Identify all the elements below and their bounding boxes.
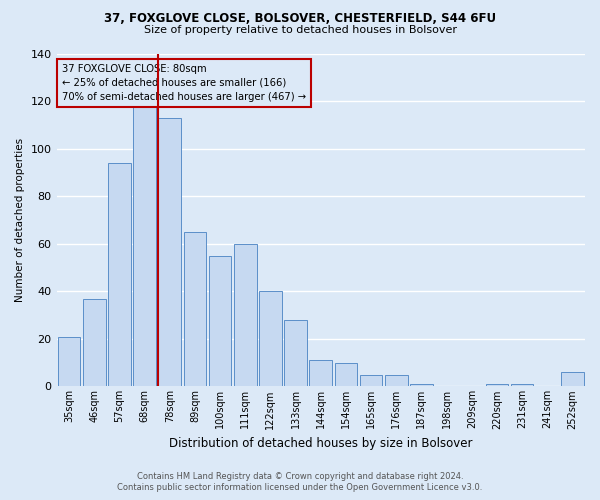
X-axis label: Distribution of detached houses by size in Bolsover: Distribution of detached houses by size … bbox=[169, 437, 473, 450]
Bar bbox=[385, 374, 407, 386]
Bar bbox=[184, 232, 206, 386]
Bar bbox=[259, 292, 282, 386]
Text: 37 FOXGLOVE CLOSE: 80sqm
← 25% of detached houses are smaller (166)
70% of semi-: 37 FOXGLOVE CLOSE: 80sqm ← 25% of detach… bbox=[62, 64, 306, 102]
Bar bbox=[83, 298, 106, 386]
Y-axis label: Number of detached properties: Number of detached properties bbox=[15, 138, 25, 302]
Bar bbox=[310, 360, 332, 386]
Text: Contains HM Land Registry data © Crown copyright and database right 2024.
Contai: Contains HM Land Registry data © Crown c… bbox=[118, 472, 482, 492]
Bar bbox=[158, 118, 181, 386]
Text: 37, FOXGLOVE CLOSE, BOLSOVER, CHESTERFIELD, S44 6FU: 37, FOXGLOVE CLOSE, BOLSOVER, CHESTERFIE… bbox=[104, 12, 496, 26]
Bar bbox=[58, 336, 80, 386]
Bar bbox=[133, 106, 156, 386]
Bar bbox=[284, 320, 307, 386]
Bar bbox=[360, 374, 382, 386]
Bar bbox=[234, 244, 257, 386]
Bar bbox=[108, 163, 131, 386]
Bar bbox=[209, 256, 232, 386]
Text: Size of property relative to detached houses in Bolsover: Size of property relative to detached ho… bbox=[143, 25, 457, 35]
Bar bbox=[511, 384, 533, 386]
Bar bbox=[410, 384, 433, 386]
Bar bbox=[485, 384, 508, 386]
Bar bbox=[561, 372, 584, 386]
Bar bbox=[335, 362, 357, 386]
